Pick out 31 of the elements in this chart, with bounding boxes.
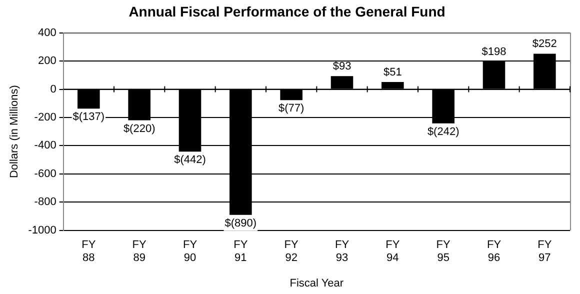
x-tick-label: FY 95 bbox=[436, 239, 452, 264]
data-label: $(242) bbox=[427, 126, 460, 138]
y-axis-title: Dollars (in Millions) bbox=[8, 85, 21, 178]
y-tick-label: -200 bbox=[34, 112, 56, 124]
y-tick-label: -600 bbox=[34, 168, 56, 180]
x-tick-label: FY 88 bbox=[82, 239, 96, 264]
y-tick-label: 0 bbox=[50, 83, 56, 96]
x-tick-label: FY 94 bbox=[386, 239, 400, 264]
data-label: $198 bbox=[482, 46, 506, 58]
x-tick-label: FY 96 bbox=[486, 239, 502, 264]
data-label: $(77) bbox=[278, 102, 304, 115]
data-label: $252 bbox=[532, 38, 557, 50]
y-tick-label: 200 bbox=[38, 55, 56, 68]
x-axis-title: Fiscal Year bbox=[290, 277, 344, 290]
data-label: $(137) bbox=[72, 111, 105, 124]
x-tick-label: FY 93 bbox=[334, 239, 350, 264]
y-tick-label: -800 bbox=[34, 196, 56, 208]
data-label: $(442) bbox=[174, 154, 206, 166]
y-tick-label: -400 bbox=[34, 140, 56, 152]
data-label: $(890) bbox=[224, 217, 257, 230]
y-tick-label: -1000 bbox=[28, 224, 56, 236]
data-label: $(220) bbox=[123, 122, 156, 135]
x-tick-label: FY 97 bbox=[538, 239, 552, 264]
x-tick-label: FY 91 bbox=[234, 239, 248, 264]
data-label: $51 bbox=[383, 66, 402, 79]
chart-title: Annual Fiscal Performance of the General Fund bbox=[128, 3, 446, 20]
x-tick-label: FY 90 bbox=[182, 239, 198, 264]
x-tick-label: FY 89 bbox=[132, 239, 148, 264]
x-tick-label: FY 92 bbox=[284, 239, 300, 264]
data-label: $93 bbox=[332, 60, 352, 73]
y-tick-label: 400 bbox=[38, 26, 56, 39]
